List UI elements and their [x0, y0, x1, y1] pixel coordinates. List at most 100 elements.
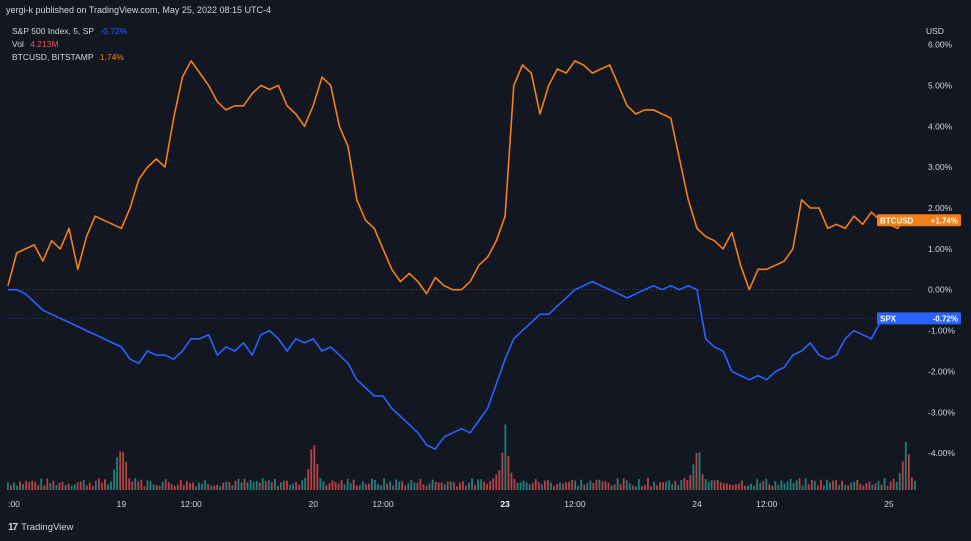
- volume-bar: [225, 481, 228, 490]
- volume-bar: [568, 481, 570, 490]
- volume-bar: [82, 480, 85, 490]
- volume-bar: [492, 478, 495, 490]
- volume-bar: [877, 480, 880, 490]
- volume-bar: [264, 480, 267, 490]
- volume-bar: [189, 483, 191, 490]
- y-tick-label: 4.00%: [928, 121, 953, 131]
- volume-bar: [792, 483, 795, 490]
- legend-vol-row: Vol 4.213M: [12, 38, 127, 51]
- volume-bar: [340, 480, 343, 490]
- volume-bar: [286, 480, 288, 490]
- volume-bar: [85, 485, 88, 490]
- volume-bar: [295, 482, 297, 490]
- volume-bar: [292, 483, 294, 490]
- volume-bar: [104, 479, 106, 490]
- volume-bar: [531, 482, 534, 490]
- volume-bar: [571, 479, 574, 490]
- volume-bar: [383, 478, 385, 490]
- spx-tag-name: SPX: [880, 314, 897, 323]
- volume-bar: [231, 485, 234, 490]
- volume-bar: [671, 483, 674, 490]
- volume-bar: [422, 484, 425, 490]
- x-tick-label: 19: [117, 499, 127, 509]
- volume-bar: [164, 479, 167, 490]
- volume-bar: [349, 483, 352, 490]
- volume-bar: [91, 485, 94, 490]
- volume-bar: [562, 483, 564, 490]
- volume-bar: [507, 455, 510, 490]
- volume-bar: [413, 482, 416, 490]
- volume-bar: [768, 484, 771, 490]
- volume-bar: [819, 479, 822, 490]
- volume-bar: [871, 484, 874, 490]
- volume-bar: [22, 484, 24, 490]
- volume-bar: [813, 480, 816, 490]
- volume-bar: [644, 484, 646, 490]
- volume-bar: [471, 478, 473, 490]
- volume-bar: [689, 475, 692, 490]
- volume-bar: [744, 485, 746, 490]
- volume-bar: [88, 482, 91, 490]
- volume-bar: [462, 481, 464, 490]
- volume-bar: [762, 481, 765, 490]
- volume-bar: [79, 481, 82, 490]
- volume-bar: [325, 485, 328, 490]
- volume-bar: [604, 481, 607, 490]
- y-tick-label: 5.00%: [928, 80, 953, 90]
- volume-bar: [901, 461, 904, 490]
- volume-bar: [731, 485, 734, 490]
- volume-bar: [607, 482, 610, 490]
- legend-vol-value: 4.213M: [30, 39, 59, 49]
- volume-bar: [725, 483, 728, 490]
- btc-tag-change: +1.74%: [931, 216, 958, 225]
- legend-btc-row: BTCUSD, BITSTAMP 1.74%: [12, 51, 127, 64]
- volume-bar: [374, 479, 376, 490]
- volume-bar: [398, 481, 401, 490]
- volume-bar: [537, 482, 540, 490]
- x-tick-label: 23: [500, 499, 510, 509]
- volume-bar: [586, 483, 589, 490]
- volume-bar: [313, 445, 316, 490]
- y-tick-label: 0.00%: [928, 285, 953, 295]
- volume-bar: [601, 481, 604, 490]
- volume-bar: [298, 484, 301, 490]
- volume-bar: [207, 484, 210, 490]
- volume-bar: [835, 480, 837, 490]
- volume-bar: [146, 480, 149, 490]
- volume-bar: [64, 485, 67, 490]
- volume-bar: [167, 482, 170, 490]
- volume-bar: [850, 482, 853, 490]
- x-tick-label: 12:00: [181, 499, 203, 509]
- volume-bar: [631, 485, 634, 490]
- volume-bar: [750, 483, 752, 490]
- volume-bar: [807, 484, 810, 490]
- x-tick-label: :00: [8, 499, 20, 509]
- volume-bar: [395, 479, 398, 490]
- volume-bar: [895, 481, 898, 490]
- volume-bar: [40, 478, 43, 490]
- volume-bar: [747, 485, 749, 490]
- volume-bar: [892, 478, 895, 490]
- volume-bar: [483, 481, 486, 490]
- volume-bar: [122, 452, 125, 490]
- volume-bar: [283, 480, 285, 490]
- volume-bar: [498, 470, 501, 490]
- volume-bar: [674, 480, 677, 490]
- volume-bar: [404, 485, 407, 490]
- x-tick-label: 12:00: [564, 499, 586, 509]
- volume-bar: [361, 481, 364, 490]
- volume-bar: [565, 482, 567, 490]
- volume-bar: [446, 481, 449, 490]
- volume-bar: [119, 451, 122, 490]
- volume-bar: [595, 479, 598, 490]
- volume-bar: [841, 480, 843, 490]
- volume-bar: [7, 482, 9, 490]
- volume-bar: [580, 479, 583, 490]
- spx-tag-bg: [877, 312, 961, 325]
- volume-bar: [13, 482, 15, 490]
- volume-bar: [616, 478, 619, 490]
- volume-bar: [240, 482, 243, 490]
- volume-bar: [16, 485, 18, 490]
- volume-bar: [246, 482, 249, 490]
- volume-bar: [704, 479, 707, 490]
